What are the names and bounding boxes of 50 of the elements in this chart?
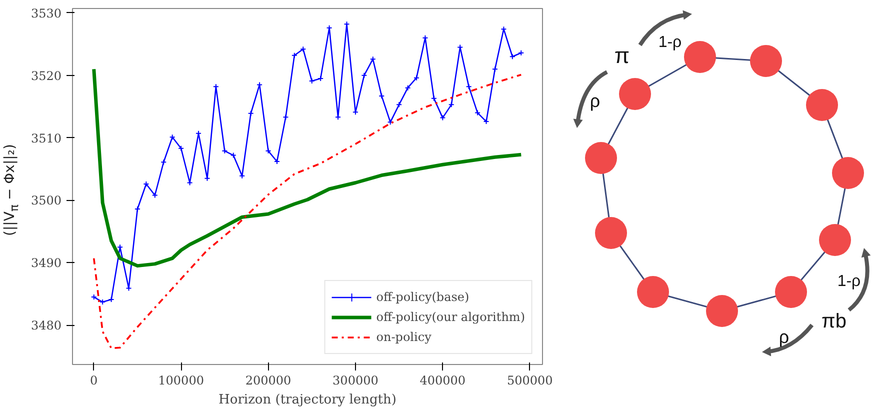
point — [440, 114, 446, 121]
text: 1-ρ — [837, 273, 861, 290]
point — [230, 152, 236, 158]
text: 1-ρ — [658, 34, 682, 52]
point — [509, 54, 516, 60]
text: ρ — [778, 326, 790, 347]
x-tick-label: 300000 — [332, 374, 378, 388]
point — [396, 102, 402, 108]
point — [300, 46, 306, 52]
point — [265, 148, 272, 154]
text: πb — [822, 310, 846, 332]
point — [430, 95, 437, 102]
y-tick-label: 3500 — [30, 194, 62, 208]
x-tick-label: 400000 — [420, 374, 466, 388]
y-tick-label: 3530 — [30, 6, 62, 20]
legend-label: on-policy — [376, 330, 432, 344]
point — [160, 159, 167, 166]
line-series — [92, 67, 523, 268]
y-tick-label: 3520 — [30, 68, 62, 83]
legend-label: off-policy(our algorithm) — [376, 310, 525, 324]
point — [404, 84, 411, 91]
x-tick-label: 100000 — [158, 374, 204, 388]
point — [474, 110, 481, 116]
x-tick-label: 0 — [90, 374, 98, 388]
point — [239, 172, 246, 179]
line-series — [92, 74, 522, 350]
point — [492, 66, 498, 72]
point — [448, 102, 454, 108]
point — [414, 74, 420, 81]
x-axis-title: Horizon (trajectory length) — [218, 392, 396, 408]
text: ρ — [590, 90, 600, 111]
x-tick-label: 200000 — [245, 374, 292, 388]
point — [466, 84, 472, 90]
point — [282, 114, 289, 120]
x-tick-label: 500000 — [506, 374, 553, 388]
point — [500, 26, 507, 32]
point — [152, 192, 158, 198]
legend-label: off-policy(base) — [376, 290, 470, 304]
point — [169, 134, 176, 140]
point — [143, 181, 150, 187]
point — [361, 72, 368, 78]
point — [222, 148, 228, 154]
text: π — [614, 42, 630, 68]
point — [178, 145, 184, 152]
point — [248, 110, 254, 116]
y-tick-label: 3480 — [30, 318, 62, 333]
y-tick-label: 3490 — [30, 256, 62, 270]
point — [291, 52, 298, 58]
point — [370, 56, 376, 62]
y-tick-label: 3510 — [30, 131, 62, 146]
